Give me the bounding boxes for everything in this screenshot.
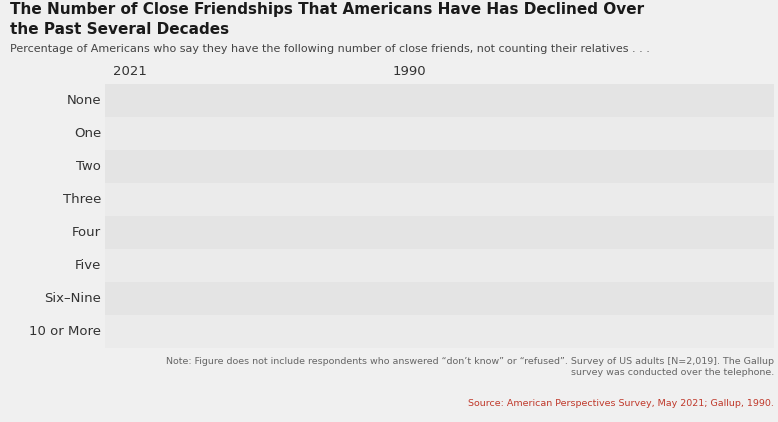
Text: 12: 12	[112, 292, 128, 305]
Bar	[389, 188, 510, 212]
Text: The Number of Close Friendships That Americans Have Has Declined Over: The Number of Close Friendships That Ame…	[10, 2, 644, 17]
Bar	[105, 89, 268, 113]
Text: the Past Several Decades: the Past Several Decades	[10, 22, 230, 37]
Text: 14: 14	[394, 292, 411, 305]
Text: 12: 12	[112, 95, 128, 107]
Text: 8: 8	[394, 226, 403, 239]
Text: Note: Figure does not include respondents who answered “don’t know” or “refused”: Note: Figure does not include respondent…	[166, 357, 774, 377]
Text: 7: 7	[112, 127, 120, 141]
Text: Percentage of Americans who say they have the following number of close friends,: Percentage of Americans who say they hav…	[10, 44, 650, 54]
Text: 10 or More: 10 or More	[29, 325, 101, 338]
Bar	[389, 287, 543, 311]
Bar	[105, 287, 268, 311]
Bar	[389, 320, 752, 344]
Text: 13: 13	[112, 325, 128, 338]
Text: Two: Two	[76, 160, 101, 173]
Bar	[389, 254, 565, 278]
Text: One: One	[74, 127, 101, 141]
Text: 11: 11	[394, 193, 411, 206]
Text: Four: Four	[72, 226, 101, 239]
Bar	[105, 188, 336, 212]
Text: 13: 13	[112, 160, 128, 173]
Bar	[105, 221, 254, 245]
Text: 16: 16	[394, 259, 411, 272]
Text: 13: 13	[112, 259, 128, 272]
Bar	[389, 89, 422, 113]
Text: 1990: 1990	[393, 65, 426, 78]
Text: 11: 11	[112, 226, 128, 239]
Bar	[105, 320, 282, 344]
Text: Source: American Perspectives Survey, May 2021; Gallup, 1990.: Source: American Perspectives Survey, Ma…	[468, 399, 774, 408]
Text: 3: 3	[394, 95, 403, 107]
Text: 4: 4	[394, 127, 403, 141]
Bar	[105, 254, 282, 278]
Text: 9: 9	[394, 160, 403, 173]
Bar	[105, 155, 282, 179]
Bar	[389, 122, 433, 146]
Bar	[389, 221, 477, 245]
Text: 2021: 2021	[113, 65, 147, 78]
Text: Six–Nine: Six–Nine	[44, 292, 101, 305]
Bar	[105, 122, 200, 146]
Text: None: None	[66, 95, 101, 107]
Bar	[389, 155, 488, 179]
Text: 17: 17	[112, 193, 128, 206]
Text: Five: Five	[75, 259, 101, 272]
Text: Three: Three	[63, 193, 101, 206]
Text: 33: 33	[394, 325, 411, 338]
